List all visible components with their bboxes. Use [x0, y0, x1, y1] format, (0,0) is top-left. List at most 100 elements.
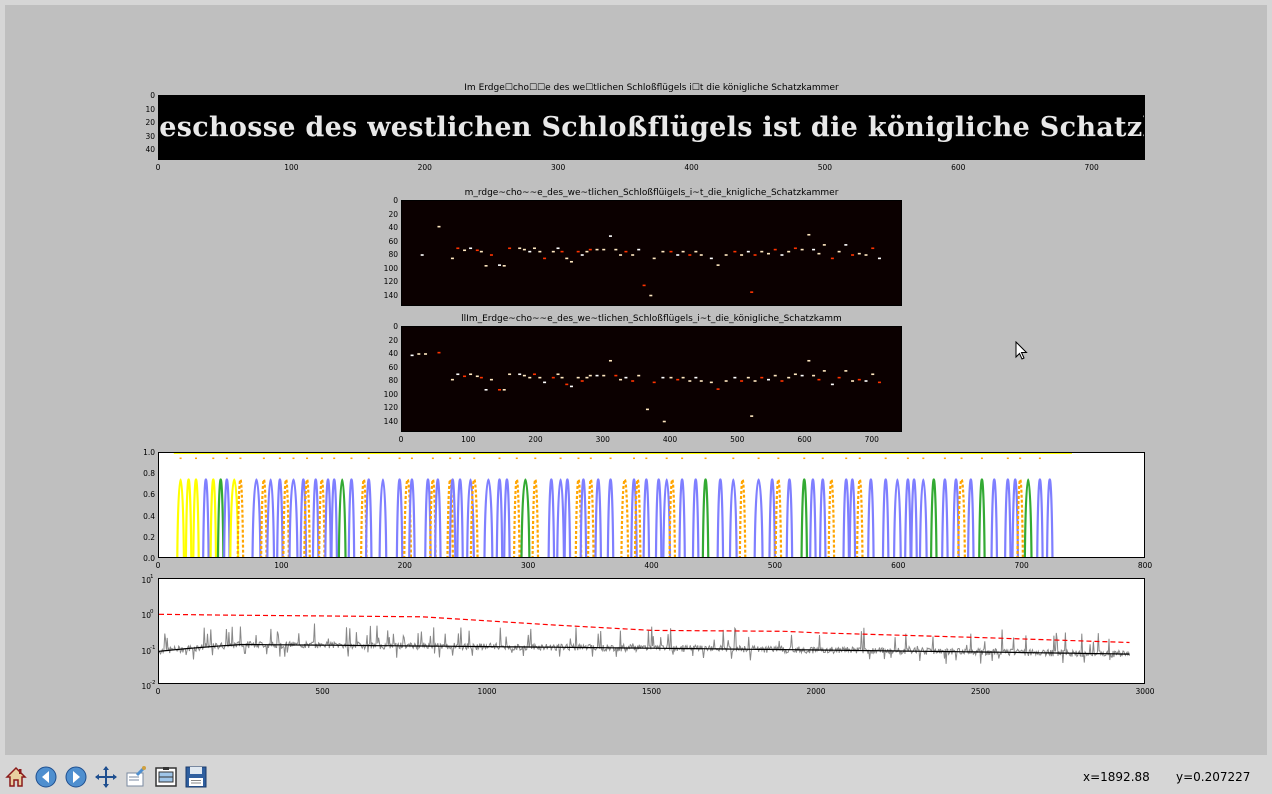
panel3-ytick: 20	[388, 335, 398, 345]
panel1-xtick: 300	[550, 163, 566, 172]
panel2-heat-point	[498, 264, 502, 266]
panel2-heat-point	[780, 254, 784, 256]
panel3-xtick: 600	[797, 435, 812, 444]
panel5-ytick: 10	[141, 682, 151, 691]
posterior-peak	[184, 478, 193, 557]
panel4-xtick: 100	[274, 561, 289, 570]
posterior-peak	[251, 478, 262, 557]
panel2-heat-point	[669, 250, 673, 253]
configure-subplots-button[interactable]	[153, 763, 179, 791]
posterior-peak	[990, 478, 999, 557]
posterior-peak	[495, 478, 504, 557]
back-arrow-icon	[34, 765, 58, 789]
panel3-heat-point	[740, 380, 744, 382]
posterior-peak	[236, 478, 245, 557]
posterior-peak	[395, 478, 404, 557]
posterior-peak	[809, 478, 817, 557]
panel2-heat-point	[793, 247, 797, 250]
posterior-peak	[691, 478, 700, 557]
panel2-heat-point	[877, 257, 881, 260]
panel2-ytick: 40	[388, 223, 398, 232]
posterior-peak	[1036, 478, 1044, 557]
panel3-heat-point	[502, 388, 506, 391]
panel2-heat-point	[830, 257, 834, 260]
panel3-heat-point	[585, 376, 589, 379]
panel3-xtick: 500	[730, 435, 745, 444]
panel3-heat-point	[822, 370, 826, 372]
panel5-xtick: 2500	[970, 687, 991, 696]
panel3-heat-point	[637, 374, 641, 377]
posterior-peak	[424, 478, 432, 557]
posterior-peak	[223, 478, 231, 557]
posterior-peak	[930, 478, 938, 557]
save-button[interactable]	[183, 763, 209, 791]
panel2-heat-point	[543, 257, 547, 260]
panel3-heat-point	[694, 376, 698, 379]
panel3-heat-point	[767, 378, 771, 381]
panel2-ytick: 60	[388, 236, 398, 246]
panel5-ytick-exponent: 0	[150, 609, 154, 616]
panel5-axes	[158, 578, 1145, 684]
zoom-rect-icon	[124, 765, 148, 789]
panel2-heat-point	[787, 250, 791, 253]
posterior-peak	[330, 478, 338, 557]
panel3-ytick: 40	[388, 349, 398, 358]
panel3-title: llIm_Erdge~cho~~e_des_we~tlichen_Schloßf…	[461, 314, 842, 324]
panel2-heat-point	[619, 254, 623, 256]
panel2-heat-point	[871, 247, 875, 250]
panel2-heat-point	[652, 257, 656, 260]
posterior-peak	[848, 478, 857, 557]
panel3-heat-point	[469, 373, 473, 376]
posterior-peak	[347, 478, 356, 557]
panel2-heat-point	[518, 247, 522, 250]
posterior-peak	[260, 478, 268, 557]
posterior-peak	[579, 478, 588, 557]
loss-smoothed-line	[159, 643, 1130, 655]
panel3-ytick: 0	[393, 322, 398, 331]
back-button[interactable]	[33, 763, 59, 791]
navigation-toolbar	[0, 760, 1272, 794]
home-button[interactable]	[3, 763, 29, 791]
panel2-axes	[401, 200, 902, 306]
posterior-peak	[216, 478, 225, 557]
posterior-peak	[662, 478, 672, 557]
panel3-heat-point	[857, 378, 861, 381]
panel3-heat-point	[410, 354, 414, 357]
panel2-heat-point	[733, 250, 737, 253]
posterior-peak	[842, 478, 850, 557]
panel3-heat-point	[437, 351, 441, 354]
panel3-plot	[410, 351, 881, 423]
zoom-button[interactable]	[123, 763, 149, 791]
panel2-heat-point	[595, 248, 599, 251]
panel3-heat-point	[538, 376, 542, 379]
test-error-line	[159, 613, 1130, 644]
posterior-peak	[827, 478, 836, 557]
posterior-peak	[209, 478, 218, 557]
posterior-peak	[456, 478, 464, 557]
panel2-heat-point	[676, 254, 680, 256]
posterior-peak	[1004, 478, 1012, 557]
panel1-xtick: 700	[1084, 163, 1099, 172]
posterior-peak	[408, 478, 416, 557]
panel2-heat-point	[551, 250, 555, 253]
panel5-xtick: 3000	[1135, 687, 1155, 696]
panel2-heat-point	[484, 265, 488, 267]
panel3-heat-point	[479, 376, 483, 379]
posterior-peak	[378, 478, 388, 557]
panel4-xtick: 700	[1014, 561, 1029, 570]
figure-canvas[interactable]: Im Erdge☐cho☐☐e des we☐tlichen Schloßflü…	[5, 5, 1267, 755]
pan-button[interactable]	[93, 763, 119, 791]
panel3-heat-point	[676, 378, 680, 381]
panel5-ytick-exponent: -2	[150, 680, 156, 686]
posterior-peak	[303, 478, 311, 557]
panel3-heat-point	[619, 378, 623, 381]
panel2-heat-point	[817, 252, 821, 255]
posterior-peak	[753, 478, 764, 557]
panel2-heat-point	[437, 225, 441, 228]
panel3-xtick: 100	[461, 435, 476, 444]
panel3-heat-point	[681, 376, 685, 379]
home-icon	[4, 765, 28, 789]
panel4-xtick: 500	[767, 561, 783, 570]
forward-button[interactable]	[63, 763, 89, 791]
panel1-image-text: Im Erdgeschosse des westlichen Schloßflü…	[159, 112, 1144, 143]
